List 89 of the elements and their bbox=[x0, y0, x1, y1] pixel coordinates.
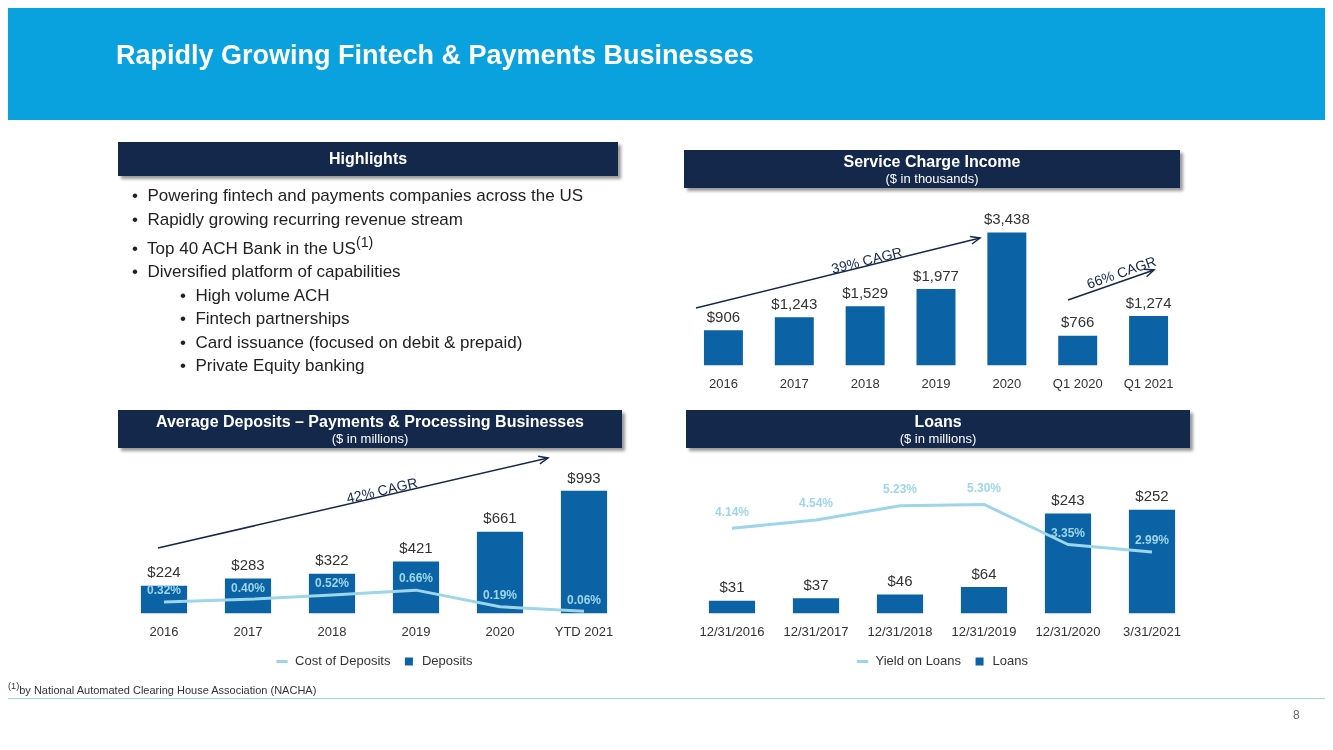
bar bbox=[845, 306, 885, 366]
data-label: 0.32% bbox=[146, 583, 182, 598]
x-tick-label: 2019 bbox=[401, 623, 431, 639]
text: • Top 40 ACH Bank in the US$^{(1)}$ bbox=[132, 233, 375, 260]
x-tick-label: 2016 bbox=[149, 623, 179, 639]
data-label: $1,977 bbox=[913, 266, 959, 284]
data-label: $224 bbox=[147, 563, 181, 581]
chart-title: Service Charge Income bbox=[842, 152, 1022, 171]
bar bbox=[560, 490, 608, 614]
legend-label: Loans bbox=[992, 653, 1029, 669]
bar bbox=[1128, 509, 1176, 614]
chart-title: Average Deposits – Payments & Processing Businesses bbox=[154, 412, 585, 431]
annotation: 66% CAGR bbox=[1084, 252, 1159, 292]
data-label: 5.23% bbox=[882, 482, 918, 497]
bar bbox=[1044, 513, 1092, 614]
annotation: 39% CAGR bbox=[829, 243, 904, 277]
x-tick-label: YTD 2021 bbox=[554, 623, 614, 639]
data-label: 4.14% bbox=[714, 504, 750, 519]
bar bbox=[1129, 316, 1169, 366]
text: • Fintech partnerships bbox=[180, 308, 351, 331]
x-tick-label: 12/31/2019 bbox=[951, 623, 1017, 639]
text: Rapidly Growing Fintech & Payments Businesses bbox=[116, 40, 754, 71]
bar bbox=[708, 600, 756, 614]
data-label: 0.52% bbox=[314, 576, 350, 591]
data-label: 4.54% bbox=[798, 496, 834, 511]
data-label: $243 bbox=[1051, 491, 1085, 509]
x-tick-label: 2020 bbox=[992, 375, 1022, 391]
data-label: $3,438 bbox=[983, 210, 1030, 228]
x-tick-label: 2017 bbox=[233, 623, 263, 639]
data-label: $252 bbox=[1135, 487, 1169, 505]
x-tick-label: Q1 2021 bbox=[1123, 375, 1174, 391]
x-tick-label: 12/31/2018 bbox=[867, 623, 933, 639]
text: Highlights bbox=[327, 150, 409, 168]
chart-subtitle: ($ in millions) bbox=[898, 430, 978, 446]
x-tick-label: 2017 bbox=[779, 375, 809, 391]
data-label: $283 bbox=[231, 556, 265, 574]
data-label: 5.30% bbox=[966, 480, 1002, 495]
legend-label: Deposits bbox=[421, 653, 473, 669]
x-tick-label: 2018 bbox=[850, 375, 880, 391]
bar bbox=[916, 288, 956, 366]
x-tick-label: 2020 bbox=[485, 623, 515, 639]
x-tick-label: 12/31/2017 bbox=[783, 623, 849, 639]
legend-label: Yield on Loans bbox=[875, 653, 962, 669]
bar bbox=[987, 232, 1027, 366]
text: • Private Equity banking bbox=[180, 355, 366, 378]
data-label: $64 bbox=[971, 564, 997, 582]
data-label: $31 bbox=[719, 578, 745, 596]
data-label: $993 bbox=[567, 468, 601, 486]
data-label: $1,243 bbox=[771, 294, 818, 312]
bar bbox=[876, 594, 924, 614]
chart-subtitle: ($ in thousands) bbox=[884, 170, 980, 186]
bar bbox=[1058, 335, 1098, 366]
x-tick-label: Q1 2020 bbox=[1052, 375, 1103, 391]
x-tick-label: 2019 bbox=[921, 375, 951, 391]
text: • Card issuance (focused on debit & prepaid) bbox=[180, 331, 524, 354]
data-label: $421 bbox=[399, 539, 433, 557]
bar bbox=[792, 598, 840, 614]
data-label: 0.40% bbox=[230, 580, 266, 595]
bar bbox=[774, 317, 814, 366]
chart-title: Loans bbox=[913, 412, 963, 431]
text: • High volume ACH bbox=[180, 284, 331, 307]
bar bbox=[703, 330, 743, 366]
data-label: 2.99% bbox=[1134, 533, 1170, 548]
data-label: $1,529 bbox=[842, 283, 889, 301]
text: • Powering fintech and payments companies across the US bbox=[132, 185, 584, 207]
x-tick-label: 2018 bbox=[317, 623, 347, 639]
annotation: 42% CAGR bbox=[344, 474, 419, 507]
data-label: 0.19% bbox=[482, 588, 518, 603]
data-label: $766 bbox=[1061, 313, 1095, 331]
text: • Rapidly growing recurring revenue stream bbox=[132, 208, 464, 231]
x-tick-label: 12/31/2016 bbox=[699, 623, 765, 639]
x-tick-label: 3/31/2021 bbox=[1123, 623, 1181, 639]
text: 8 bbox=[1293, 708, 1300, 722]
data-label: $906 bbox=[706, 307, 741, 325]
text: $^{(1)}$by National Automated Clearing House Association (NACHA) bbox=[8, 681, 317, 696]
x-tick-label: 12/31/2020 bbox=[1035, 623, 1101, 639]
text: • Diversified platform of capabilities bbox=[132, 261, 402, 284]
legend-label: Cost of Deposits bbox=[295, 653, 391, 669]
x-tick-label: 2016 bbox=[708, 375, 738, 391]
data-label: 3.35% bbox=[1050, 525, 1086, 540]
data-label: $46 bbox=[887, 572, 913, 590]
data-label: $661 bbox=[483, 509, 517, 527]
data-label: 0.06% bbox=[566, 592, 602, 607]
data-label: $37 bbox=[803, 575, 829, 593]
chart-subtitle: ($ in millions) bbox=[330, 430, 410, 446]
data-label: 0.66% bbox=[398, 571, 434, 586]
bar bbox=[960, 587, 1008, 614]
data-label: $322 bbox=[315, 551, 349, 569]
data-label: $1,274 bbox=[1125, 293, 1172, 311]
